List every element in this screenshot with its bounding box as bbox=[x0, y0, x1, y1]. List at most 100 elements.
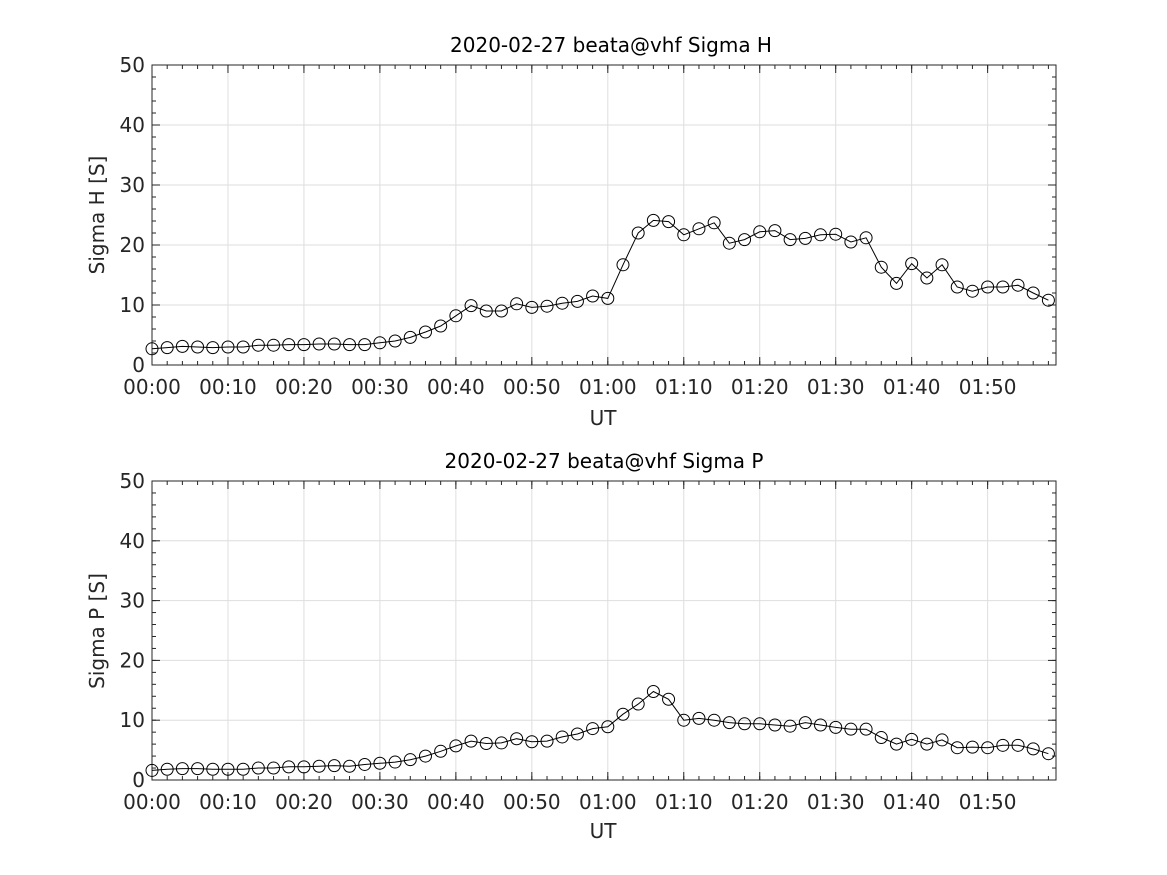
data-point bbox=[570, 294, 584, 308]
x-tick-label: 00:40 bbox=[427, 375, 485, 399]
data-point bbox=[935, 733, 949, 747]
data-point bbox=[555, 730, 569, 744]
data-point bbox=[282, 760, 296, 774]
x-tick-label: 01:10 bbox=[655, 790, 713, 814]
chart-sigma-p-frame bbox=[151, 480, 1057, 781]
data-point bbox=[1041, 747, 1055, 761]
data-point bbox=[510, 732, 524, 746]
chart-sigma-p-xlabel: UT bbox=[590, 819, 618, 843]
data-point bbox=[798, 716, 812, 730]
data-point bbox=[738, 717, 752, 731]
data-point bbox=[950, 741, 964, 755]
series-line bbox=[151, 690, 1049, 771]
chart-sigma-h-ylabel: Sigma H [S] bbox=[85, 156, 109, 275]
chart-sigma-h-xlabel: UT bbox=[590, 406, 618, 430]
data-point bbox=[510, 297, 524, 311]
data-point bbox=[206, 762, 220, 776]
data-point bbox=[418, 325, 432, 339]
data-point bbox=[753, 717, 767, 731]
data-point bbox=[981, 741, 995, 755]
x-tick-label: 00:50 bbox=[503, 790, 561, 814]
data-point bbox=[312, 759, 326, 773]
data-point bbox=[586, 289, 600, 303]
chart-sigma-p: 00:00 00:10 00:20 00:30 00:40 00:50 01:00 01:10… bbox=[85, 449, 1057, 843]
x-tick-label: 01:00 bbox=[579, 375, 637, 399]
data-point bbox=[859, 722, 873, 736]
x-tick-label: 00:20 bbox=[275, 375, 333, 399]
chart-sigma-h: 00:00 00:10 00:20 00:30 00:40 00:50 01:00 01:10… bbox=[85, 33, 1057, 430]
data-point bbox=[920, 737, 934, 751]
axes-box bbox=[151, 480, 1057, 781]
data-point bbox=[267, 761, 281, 775]
data-point bbox=[525, 300, 539, 314]
data-point bbox=[874, 260, 888, 274]
data-point bbox=[646, 213, 660, 227]
data-point bbox=[464, 734, 478, 748]
chart-sigma-p-title: 2020-02-27 beata@vhf Sigma P bbox=[445, 449, 764, 473]
data-point bbox=[996, 280, 1010, 294]
data-point bbox=[692, 711, 706, 725]
y-tick-label: 50 bbox=[120, 469, 145, 493]
data-point bbox=[844, 235, 858, 249]
x-tick-label: 01:30 bbox=[807, 790, 865, 814]
chart-sigma-h-title: 2020-02-27 beata@vhf Sigma H bbox=[450, 33, 772, 57]
data-point bbox=[692, 222, 706, 236]
data-point bbox=[160, 762, 174, 776]
data-point bbox=[889, 276, 903, 290]
data-point bbox=[570, 727, 584, 741]
x-tick-label: 00:10 bbox=[199, 790, 257, 814]
data-point bbox=[206, 341, 220, 355]
data-point bbox=[616, 707, 630, 721]
data-point bbox=[662, 215, 676, 229]
data-point bbox=[631, 697, 645, 711]
data-point bbox=[1026, 742, 1040, 756]
axes-box bbox=[151, 64, 1057, 366]
data-point bbox=[221, 340, 235, 354]
data-point bbox=[677, 713, 691, 727]
data-point bbox=[464, 299, 478, 313]
y-tick-label: 30 bbox=[120, 589, 145, 613]
x-tick-label: 01:20 bbox=[731, 790, 789, 814]
data-point bbox=[403, 753, 417, 767]
chart-sigma-h-series bbox=[145, 213, 1055, 356]
data-point bbox=[814, 228, 828, 242]
data-point bbox=[479, 304, 493, 318]
series-line bbox=[151, 219, 1049, 350]
data-point bbox=[783, 719, 797, 733]
data-point bbox=[540, 299, 554, 313]
data-point bbox=[327, 337, 341, 351]
data-point bbox=[479, 737, 493, 751]
y-tick-label: 40 bbox=[120, 529, 145, 553]
data-point bbox=[631, 226, 645, 240]
data-point bbox=[996, 738, 1010, 752]
data-point bbox=[236, 762, 250, 776]
y-tick-label: 20 bbox=[120, 648, 145, 672]
data-point bbox=[722, 716, 736, 730]
data-point bbox=[753, 225, 767, 239]
x-tick-label: 01:50 bbox=[959, 375, 1017, 399]
x-tick-label: 00:30 bbox=[351, 790, 409, 814]
data-point bbox=[1041, 293, 1055, 307]
data-point bbox=[175, 762, 189, 776]
chart-sigma-p-ylabel: Sigma P [S] bbox=[85, 573, 109, 689]
data-point bbox=[373, 336, 387, 350]
y-tick-label: 40 bbox=[120, 113, 145, 137]
data-point bbox=[236, 340, 250, 354]
data-point bbox=[707, 713, 721, 727]
data-point bbox=[814, 718, 828, 732]
x-tick-label: 00:10 bbox=[199, 375, 257, 399]
y-tick-label: 10 bbox=[120, 708, 145, 732]
chart-sigma-p-ticklabels: 00:00 00:10 00:20 00:30 00:40 00:50 01:00 01:10… bbox=[120, 469, 1017, 814]
data-point bbox=[1011, 278, 1025, 292]
data-point bbox=[586, 722, 600, 736]
data-point bbox=[601, 720, 615, 734]
data-point bbox=[616, 258, 630, 272]
data-point bbox=[388, 334, 402, 348]
data-point bbox=[798, 231, 812, 245]
data-point bbox=[175, 339, 189, 353]
data-point bbox=[221, 762, 235, 776]
data-point bbox=[267, 338, 281, 352]
data-point bbox=[297, 760, 311, 774]
data-point bbox=[662, 692, 676, 706]
data-point bbox=[601, 291, 615, 305]
